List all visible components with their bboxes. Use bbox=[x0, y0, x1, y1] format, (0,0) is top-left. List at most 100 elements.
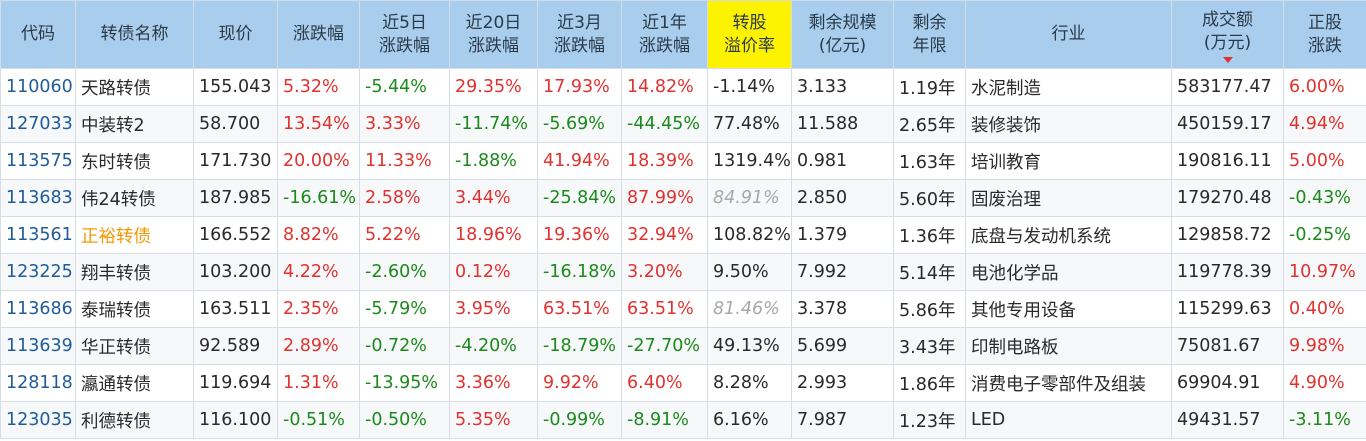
cell-chg5: -0.72% bbox=[359, 327, 450, 365]
column-header-chg1y[interactable]: 近1年 涨跌幅 bbox=[621, 0, 708, 69]
column-header-label: 转债名称 bbox=[100, 24, 169, 44]
table-row[interactable]: 113575 东时转债 171.730 20.00% 11.33% -1.88% 41.94… bbox=[0, 142, 1366, 180]
column-header-chg[interactable]: 涨跌幅 bbox=[277, 0, 360, 69]
column-header-label: 现价 bbox=[218, 24, 253, 44]
cell-chg20: 3.44% bbox=[449, 179, 538, 217]
cell-industry: 其他专用设备 bbox=[965, 290, 1172, 328]
cell-stockchg: 5.00% bbox=[1283, 142, 1366, 180]
cell-stockchg: -0.43% bbox=[1283, 179, 1366, 217]
cell-premium: 8.28% bbox=[707, 364, 792, 402]
cell-stockchg: 6.00% bbox=[1283, 68, 1366, 106]
cell-chg1y: 6.40% bbox=[621, 364, 708, 402]
column-header-label: 转股 bbox=[732, 12, 767, 33]
cell-code[interactable]: 123225 bbox=[0, 253, 76, 291]
cell-name[interactable]: 翔丰转债 bbox=[75, 253, 194, 291]
cell-chg20: 0.12% bbox=[449, 253, 538, 291]
cell-premium: 84.91% bbox=[707, 179, 792, 217]
sort-desc-icon[interactable] bbox=[1222, 56, 1233, 63]
column-header-volume[interactable]: 成交额 (万元) bbox=[1171, 0, 1284, 69]
cell-name[interactable]: 泰瑞转债 bbox=[75, 290, 194, 328]
cell-code[interactable]: 113639 bbox=[0, 327, 76, 365]
cell-industry: 电池化学品 bbox=[965, 253, 1172, 291]
cell-name[interactable]: 利德转债 bbox=[75, 401, 194, 439]
cell-volume: 75081.67 bbox=[1171, 327, 1284, 365]
column-header-chg20[interactable]: 近20日 涨跌幅 bbox=[449, 0, 538, 69]
cell-chg5: -2.60% bbox=[359, 253, 450, 291]
table-row[interactable]: 113683 伟24转债 187.985 -16.61% 2.58% 3.44% -25.8… bbox=[0, 179, 1366, 217]
cell-name[interactable]: 华正转债 bbox=[75, 327, 194, 365]
cell-volume: 190816.11 bbox=[1171, 142, 1284, 180]
cell-code[interactable]: 113575 bbox=[0, 142, 76, 180]
column-header-code[interactable]: 代码 bbox=[0, 0, 76, 69]
column-header-chg3m[interactable]: 近3月 涨跌幅 bbox=[537, 0, 622, 69]
cell-industry: 固废治理 bbox=[965, 179, 1172, 217]
cell-scale: 3.133 bbox=[791, 68, 894, 106]
cell-scale: 1.379 bbox=[791, 216, 894, 254]
table-row[interactable]: 128118 瀛通转债 119.694 1.31% -13.95% 3.36% 9.92% 6… bbox=[0, 364, 1366, 402]
cell-code[interactable]: 113683 bbox=[0, 179, 76, 217]
cell-chg3m: 19.36% bbox=[537, 216, 622, 254]
column-header-label: 近3月 bbox=[557, 12, 602, 33]
column-header-label: 成交额 bbox=[1202, 9, 1253, 30]
cell-chg1y: 3.20% bbox=[621, 253, 708, 291]
cell-chg5: 2.58% bbox=[359, 179, 450, 217]
cell-industry: 培训教育 bbox=[965, 142, 1172, 180]
cell-price: 119.694 bbox=[193, 364, 278, 402]
column-header-label: 涨跌幅 bbox=[468, 35, 519, 56]
cell-name[interactable]: 中装转2 bbox=[75, 105, 194, 143]
column-header-years[interactable]: 剩余 年限 bbox=[893, 0, 966, 69]
cell-industry: 印制电路板 bbox=[965, 327, 1172, 365]
column-header-chg5[interactable]: 近5日 涨跌幅 bbox=[359, 0, 450, 69]
cell-industry: 装修装饰 bbox=[965, 105, 1172, 143]
table-row[interactable]: 127033 中装转2 58.700 13.54% 3.33% -11.74% -5.69%… bbox=[0, 105, 1366, 143]
table-row[interactable]: 113639 华正转债 92.589 2.89% -0.72% -4.20% -18.79%… bbox=[0, 327, 1366, 365]
cell-stockchg: 0.40% bbox=[1283, 290, 1366, 328]
cell-chg3m: -18.79% bbox=[537, 327, 622, 365]
cell-code[interactable]: 123035 bbox=[0, 401, 76, 439]
cell-volume: 450159.17 bbox=[1171, 105, 1284, 143]
cell-volume: 583177.47 bbox=[1171, 68, 1284, 106]
table-row[interactable]: 110060 天路转债 155.043 5.32% -5.44% 29.35% 17.93%… bbox=[0, 68, 1366, 106]
cell-name[interactable]: 瀛通转债 bbox=[75, 364, 194, 402]
cell-name[interactable]: 正裕转债 bbox=[75, 216, 194, 254]
cell-chg: 2.89% bbox=[277, 327, 360, 365]
cell-chg1y: 18.39% bbox=[621, 142, 708, 180]
cell-name[interactable]: 伟24转债 bbox=[75, 179, 194, 217]
cell-code[interactable]: 127033 bbox=[0, 105, 76, 143]
column-header-industry[interactable]: 行业 bbox=[965, 0, 1172, 69]
column-header-premium[interactable]: 转股 溢价率 bbox=[707, 0, 792, 69]
table-row[interactable]: 113561 正裕转债 166.552 8.82% 5.22% 18.96% 19.36% 3… bbox=[0, 216, 1366, 254]
column-header-name[interactable]: 转债名称 bbox=[75, 0, 194, 69]
cell-chg20: 5.35% bbox=[449, 401, 538, 439]
cell-price: 163.511 bbox=[193, 290, 278, 328]
cell-code[interactable]: 113686 bbox=[0, 290, 76, 328]
column-header-price[interactable]: 现价 bbox=[193, 0, 278, 69]
cell-scale: 2.993 bbox=[791, 364, 894, 402]
cell-price: 166.552 bbox=[193, 216, 278, 254]
column-header-label: 涨跌幅 bbox=[379, 35, 430, 56]
cell-name[interactable]: 东时转债 bbox=[75, 142, 194, 180]
column-header-stockchg[interactable]: 正股 涨跌 bbox=[1283, 0, 1366, 69]
cell-chg: 8.82% bbox=[277, 216, 360, 254]
cell-stockchg: -3.11% bbox=[1283, 401, 1366, 439]
cell-code[interactable]: 113561 bbox=[0, 216, 76, 254]
column-header-label: (万元) bbox=[1203, 32, 1252, 53]
cell-scale: 7.992 bbox=[791, 253, 894, 291]
table-row[interactable]: 123035 利德转债 116.100 -0.51% -0.50% 5.35% -0.99%… bbox=[0, 401, 1366, 439]
cell-industry: LED bbox=[965, 401, 1172, 439]
cell-scale: 7.987 bbox=[791, 401, 894, 439]
cell-price: 116.100 bbox=[193, 401, 278, 439]
cell-name[interactable]: 天路转债 bbox=[75, 68, 194, 106]
cell-chg20: 18.96% bbox=[449, 216, 538, 254]
column-header-label: 涨跌幅 bbox=[293, 24, 344, 44]
table-row[interactable]: 123225 翔丰转债 103.200 4.22% -2.60% 0.12% -16.18%… bbox=[0, 253, 1366, 291]
column-header-scale[interactable]: 剩余规模 (亿元) bbox=[791, 0, 894, 69]
table-row[interactable]: 113686 泰瑞转债 163.511 2.35% -5.79% 3.95% 63.51% 6… bbox=[0, 290, 1366, 328]
cell-chg1y: -8.91% bbox=[621, 401, 708, 439]
cell-code[interactable]: 128118 bbox=[0, 364, 76, 402]
cell-price: 187.985 bbox=[193, 179, 278, 217]
cell-years: 5.86年 bbox=[893, 290, 966, 328]
cell-price: 58.700 bbox=[193, 105, 278, 143]
cell-industry: 水泥制造 bbox=[965, 68, 1172, 106]
cell-code[interactable]: 110060 bbox=[0, 68, 76, 106]
